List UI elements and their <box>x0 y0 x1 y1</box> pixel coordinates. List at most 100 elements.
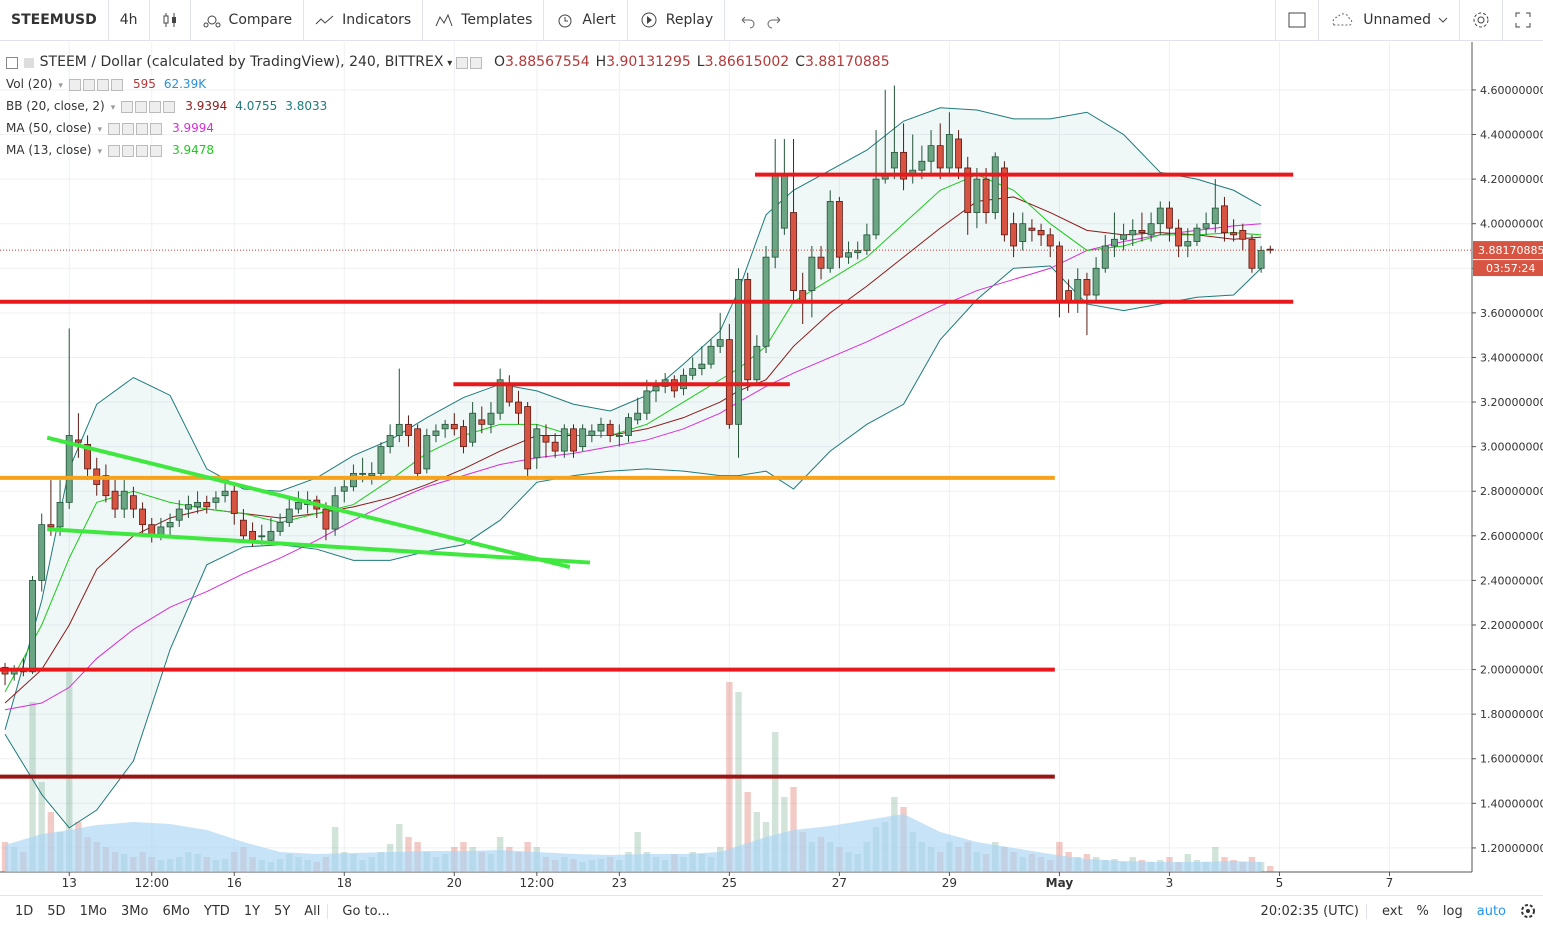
candle-body <box>84 444 91 470</box>
x-tick-label: 16 <box>227 876 242 890</box>
candle-body <box>918 160 926 171</box>
undo-redo[interactable] <box>725 0 797 40</box>
price-label-box <box>1473 241 1543 260</box>
templates-button[interactable]: Templates <box>423 0 545 40</box>
range-button[interactable]: 5D <box>47 903 66 919</box>
range-button[interactable]: 1D <box>15 903 34 919</box>
candle-body <box>991 156 999 213</box>
candle-body <box>1193 227 1201 242</box>
candle-body <box>725 339 733 425</box>
candle-body <box>258 535 266 538</box>
y-tick-label: 3.40000000 <box>1480 351 1543 364</box>
candle-body <box>551 441 559 452</box>
candle-body <box>441 423 449 430</box>
countdown: 03:57:24 <box>1486 262 1535 275</box>
bottom-bar: 1D 5D 1Mo 3Mo 6Mo YTD 1Y 5Y All Go to... 20:02:3… <box>0 895 1543 926</box>
label: Indicators <box>342 12 412 28</box>
candle-body <box>835 201 843 258</box>
candle-body <box>74 439 82 443</box>
y-tick-label: 1.40000000 <box>1480 797 1543 810</box>
candle-body <box>1101 245 1109 269</box>
y-tick-label: 4.00000000 <box>1480 218 1543 231</box>
candle-body <box>184 504 192 510</box>
candle-body <box>295 501 302 510</box>
candle-body <box>1166 207 1173 229</box>
chart-style[interactable] <box>150 0 191 40</box>
candle-body <box>1037 229 1045 236</box>
bb-fill <box>5 107 1262 828</box>
y-tick-label: 4.60000000 <box>1480 84 1543 97</box>
scale-option[interactable]: % <box>1416 903 1429 919</box>
candle-body <box>560 428 568 452</box>
candle-body <box>515 401 522 414</box>
candle-body <box>505 383 513 403</box>
candle-body <box>817 256 825 269</box>
fullscreen[interactable] <box>1503 0 1543 40</box>
x-tick-label: 25 <box>722 876 737 890</box>
x-tick-label: May <box>1046 876 1074 890</box>
clock: 20:02:35 (UTC) <box>1260 903 1359 919</box>
settings[interactable] <box>1460 0 1503 40</box>
range-button[interactable]: All <box>304 903 321 919</box>
candle-body <box>1138 229 1146 234</box>
range-button[interactable]: 5Y <box>274 903 291 919</box>
scale-option[interactable]: ext <box>1381 903 1403 919</box>
candle-body <box>29 579 36 673</box>
y-tick-label: 3.60000000 <box>1480 307 1543 320</box>
range-button[interactable]: 6Mo <box>162 903 190 919</box>
settings[interactable] <box>1513 901 1543 921</box>
interval[interactable]: 4h <box>109 0 150 40</box>
candle-body <box>1083 279 1091 296</box>
goto[interactable]: Go to... <box>327 903 396 919</box>
candle-body <box>542 435 550 443</box>
range-button[interactable]: 1Mo <box>79 903 108 919</box>
symbol[interactable]: STEEMUSD <box>0 0 109 40</box>
y-tick-label: 2.40000000 <box>1480 574 1543 587</box>
scale-option[interactable]: auto <box>1476 903 1506 919</box>
candle-body <box>625 417 632 436</box>
label: Templates <box>461 12 533 28</box>
candle-body <box>102 475 110 497</box>
candle-body <box>863 234 871 251</box>
candle-body <box>322 508 330 530</box>
candle-body <box>1092 267 1100 296</box>
countdown-box <box>1473 260 1543 277</box>
range-buttons: 1D 5D 1Mo 3Mo 6Mo YTD 1Y 5Y All <box>0 904 327 919</box>
indicators-button[interactable]: Indicators <box>304 0 424 40</box>
candle-body <box>1147 223 1155 236</box>
compare-button[interactable]: Compare <box>191 0 305 40</box>
layout-menu[interactable]: Unnamed <box>1319 0 1460 40</box>
candle-body <box>47 524 55 528</box>
label: Alert <box>582 12 616 28</box>
range-button[interactable]: 3Mo <box>121 903 149 919</box>
range-button[interactable]: YTD <box>203 903 230 919</box>
x-tick-label: 12:00 <box>520 876 555 890</box>
candle-body <box>588 430 596 436</box>
candle-body <box>1248 238 1256 269</box>
candle-body <box>331 495 339 530</box>
candle-body <box>1202 223 1210 229</box>
x-tick-label: 13 <box>62 876 77 890</box>
candle-body <box>890 151 898 169</box>
candle-body <box>139 508 146 526</box>
x-tick-label: 3 <box>1166 876 1174 890</box>
candle-body <box>854 250 862 254</box>
candle-body <box>744 279 752 381</box>
candle-body <box>1239 229 1247 240</box>
candle-body <box>285 508 293 523</box>
candle-body <box>689 368 697 376</box>
replay-button[interactable]: Replay <box>628 0 726 40</box>
candle-body <box>1055 245 1063 303</box>
candle-body <box>634 412 642 421</box>
candle-body <box>652 386 660 392</box>
volume-bar <box>66 672 73 872</box>
scale-option[interactable]: log <box>1442 903 1463 919</box>
volume-bar <box>634 832 641 872</box>
y-tick-label: 1.60000000 <box>1480 753 1543 766</box>
candle-body <box>460 426 467 448</box>
alert-button[interactable]: Alert <box>544 0 628 40</box>
candle-body <box>386 435 394 448</box>
range-button[interactable]: 1Y <box>243 903 261 919</box>
volume-bar <box>1267 866 1274 872</box>
fullscreen-toggle[interactable] <box>1275 0 1320 40</box>
